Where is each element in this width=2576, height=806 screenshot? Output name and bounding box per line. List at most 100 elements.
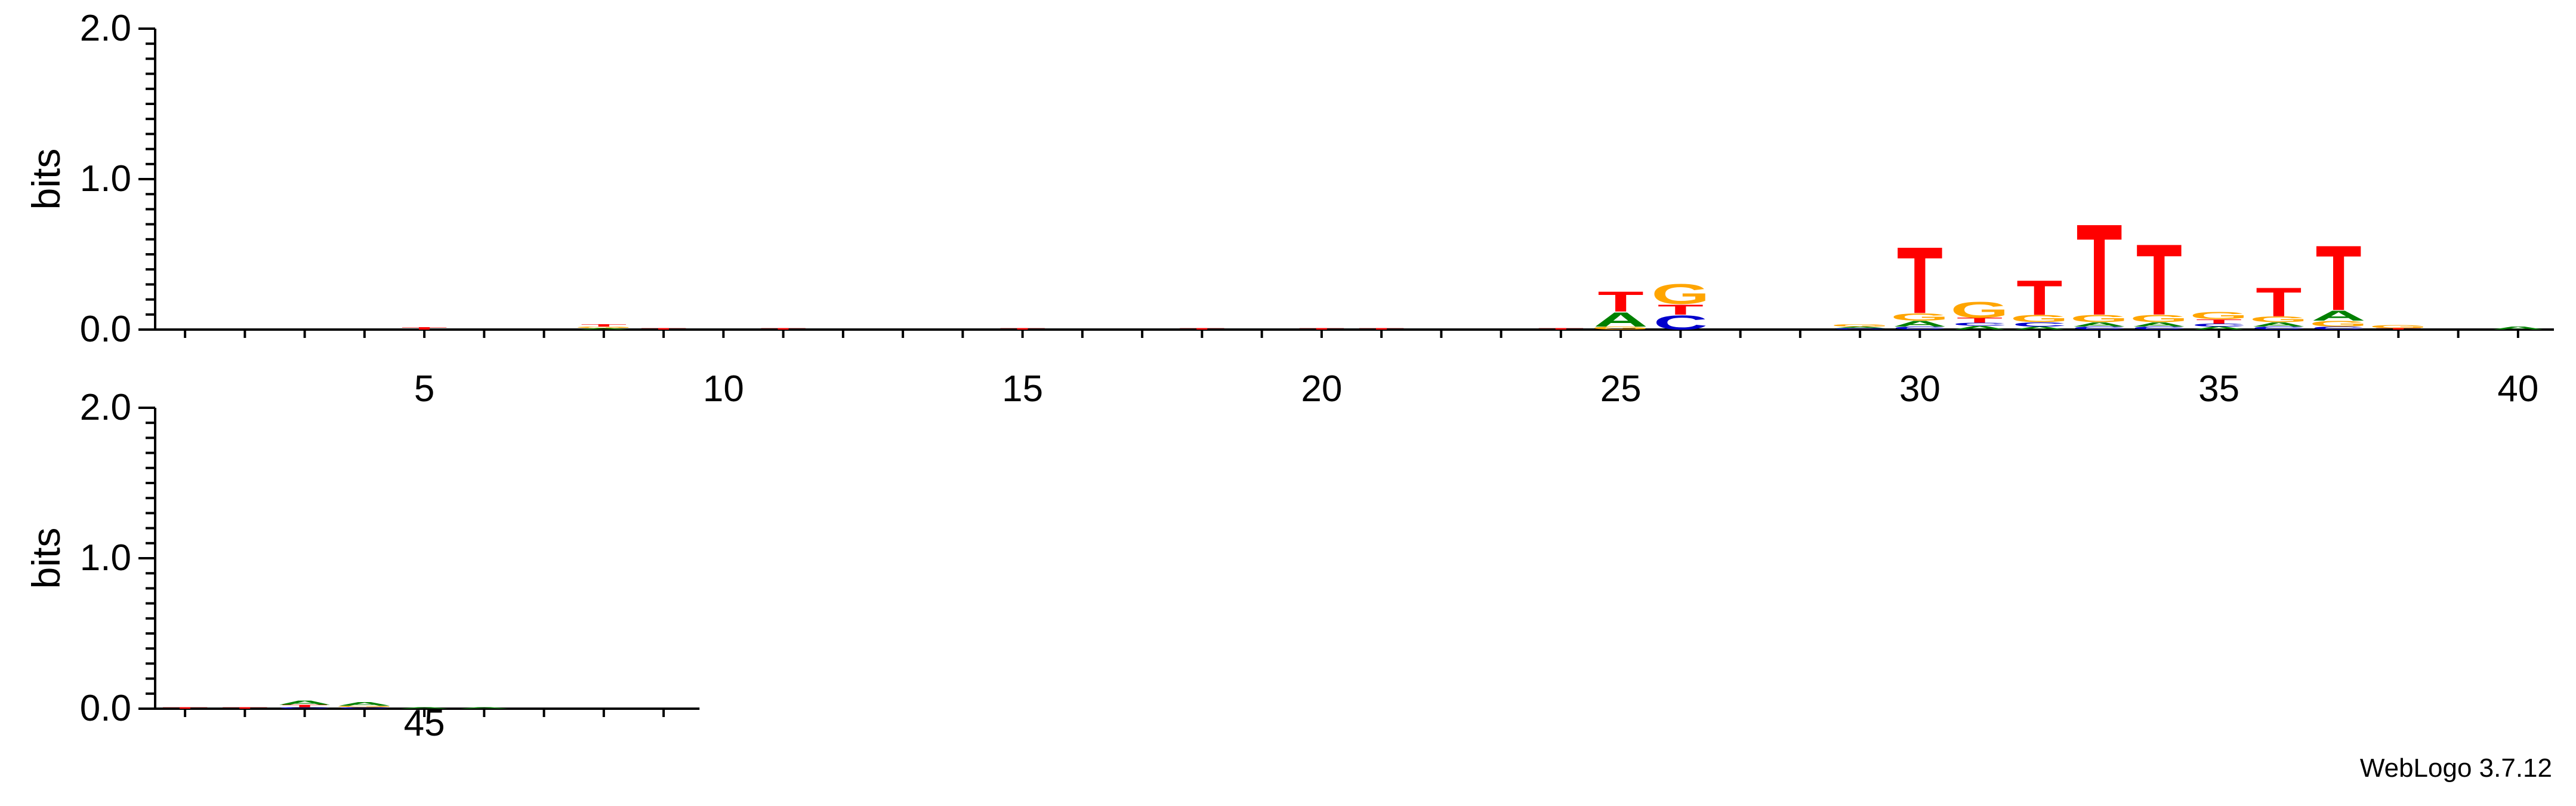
logo-letter-glyph: T: [641, 328, 687, 330]
logo-letter-G: G: [1831, 324, 1889, 327]
logo-letter-glyph: A: [277, 699, 332, 706]
logo-letter-C: C: [337, 707, 391, 709]
logo-letter-A: A: [1833, 326, 1887, 328]
logo-letter-C: C: [2132, 326, 2186, 331]
logo-letter-glyph: T: [162, 707, 208, 709]
logo-letter-G: G: [2189, 310, 2248, 321]
logo-letter-glyph: G: [2130, 313, 2188, 324]
y-tick-label: 2.0: [80, 387, 131, 428]
logo-letter-glyph: A: [2072, 321, 2127, 328]
logo-letter-glyph: C: [2132, 326, 2186, 331]
logo-letter-glyph: T: [999, 328, 1045, 330]
logo-letter-glyph: G: [1831, 324, 1889, 327]
logo-letter-glyph: G: [575, 326, 633, 328]
logo-letter-glyph: T: [222, 707, 268, 709]
logo-letter-glyph: A: [337, 701, 391, 707]
logo-letter-glyph: T: [2136, 223, 2182, 336]
logo-letter-T: T: [760, 328, 806, 330]
x-tick-label: 35: [2198, 368, 2239, 410]
logo-letter-glyph: T: [581, 324, 627, 327]
logo-letter-glyph: A: [2312, 307, 2366, 324]
logo-letter-G: G: [2250, 315, 2308, 324]
logo-letter-glyph: A: [576, 328, 631, 330]
logo-letter-glyph: G: [1591, 326, 1650, 331]
x-tick-label: 30: [1899, 368, 1941, 410]
logo-letter-glyph: G: [1890, 311, 1949, 322]
logo-letter-A: A: [2251, 321, 2306, 328]
x-tick-label: 45: [404, 703, 445, 744]
weblogo-credit: WebLogo 3.7.12: [2359, 753, 2552, 783]
logo-letter-C: C: [2192, 323, 2246, 328]
logo-letter-A: A: [2072, 321, 2127, 328]
y-tick-label: 0.0: [80, 688, 131, 729]
logo-letter-G: G: [2070, 313, 2128, 324]
logo-letter-T: T: [2016, 270, 2062, 325]
logo-letter-A: A: [397, 707, 452, 709]
logo-letter-G: G: [2130, 313, 2188, 324]
x-tick-label: 5: [414, 368, 434, 410]
logo-letter-T: T: [1179, 328, 1225, 330]
logo-letter-glyph: C: [277, 707, 332, 709]
logo-letter-A: A: [337, 701, 391, 707]
logo-letter-glyph: G: [1651, 278, 1710, 310]
logo-letter-glyph: T: [1298, 328, 1344, 330]
logo-letter-G: G: [575, 326, 633, 328]
logo-letter-glyph: G: [335, 705, 394, 707]
logo-letter-glyph: G: [1950, 297, 2009, 322]
logo-letter-glyph: T: [1957, 316, 2003, 324]
y-tick-label: 1.0: [80, 158, 131, 199]
logo-letter-glyph: C: [1653, 311, 1708, 334]
logo-letter-glyph: T: [760, 328, 806, 330]
logo-letter-C: C: [1893, 326, 1947, 331]
logo-letter-T: T: [1598, 285, 1644, 318]
y-tick-label: 0.0: [80, 309, 131, 350]
logo-letter-A: A: [2312, 307, 2366, 324]
logo-letter-C: C: [2072, 326, 2126, 331]
logo-letter-A: A: [2012, 326, 2066, 331]
logo-letter-C: C: [1952, 322, 2007, 327]
logo-letter-glyph: T: [1359, 328, 1405, 330]
logo-letter-glyph: G: [2369, 324, 2427, 329]
logo-letter-glyph: A: [1952, 325, 2007, 331]
logo-letter-A: A: [277, 699, 332, 706]
logo-letter-glyph: A: [2012, 326, 2066, 331]
x-tick-label: 40: [2497, 368, 2538, 410]
logo-letter-glyph: A: [457, 707, 511, 709]
logo-letter-glyph: T: [1179, 328, 1225, 330]
logo-letter-T: T: [1359, 328, 1405, 330]
logo-letter-glyph: C: [2192, 323, 2246, 328]
logo-letter-T: T: [999, 328, 1045, 330]
logo-letter-C: C: [2251, 326, 2306, 331]
logo-letter-glyph: G: [2309, 319, 2368, 328]
logo-letter-glyph: A: [2192, 326, 2246, 331]
x-tick-label: 25: [1600, 368, 1642, 410]
logo-letter-glyph: C: [337, 707, 391, 709]
logo-letter-T: T: [1298, 328, 1344, 330]
logo-letter-glyph: T: [2196, 318, 2242, 325]
logo-letter-A: A: [576, 328, 631, 330]
logo-letter-glyph: T: [2316, 227, 2362, 330]
logo-letter-G: G: [1950, 297, 2009, 322]
logo-letter-glyph: T: [2256, 279, 2302, 325]
logo-letter-glyph: G: [2070, 313, 2128, 324]
logo-letter-T: T: [402, 327, 448, 330]
logo-letter-A: A: [1952, 325, 2007, 331]
logo-letter-glyph: C: [2012, 321, 2066, 328]
y-tick-label: 2.0: [80, 8, 131, 49]
logo-letter-C: C: [1653, 311, 1708, 334]
logo-letter-glyph: T: [1598, 285, 1644, 318]
logo-letter-A: A: [1893, 319, 1947, 328]
logo-letter-T: T: [1538, 328, 1584, 330]
logo-letter-A: A: [457, 707, 511, 709]
logo-letter-glyph: T: [2016, 270, 2062, 325]
logo-letter-G: G: [2010, 313, 2069, 324]
logo-letter-A: A: [2132, 321, 2186, 328]
logo-letter-glyph: T: [1897, 228, 1943, 334]
logo-letter-glyph: T: [2077, 197, 2122, 342]
logo-letter-A: A: [2491, 326, 2545, 331]
logo-letter-glyph: G: [2189, 310, 2248, 321]
logo-letter-A: A: [2192, 326, 2246, 331]
logo-letter-T: T: [162, 707, 208, 709]
